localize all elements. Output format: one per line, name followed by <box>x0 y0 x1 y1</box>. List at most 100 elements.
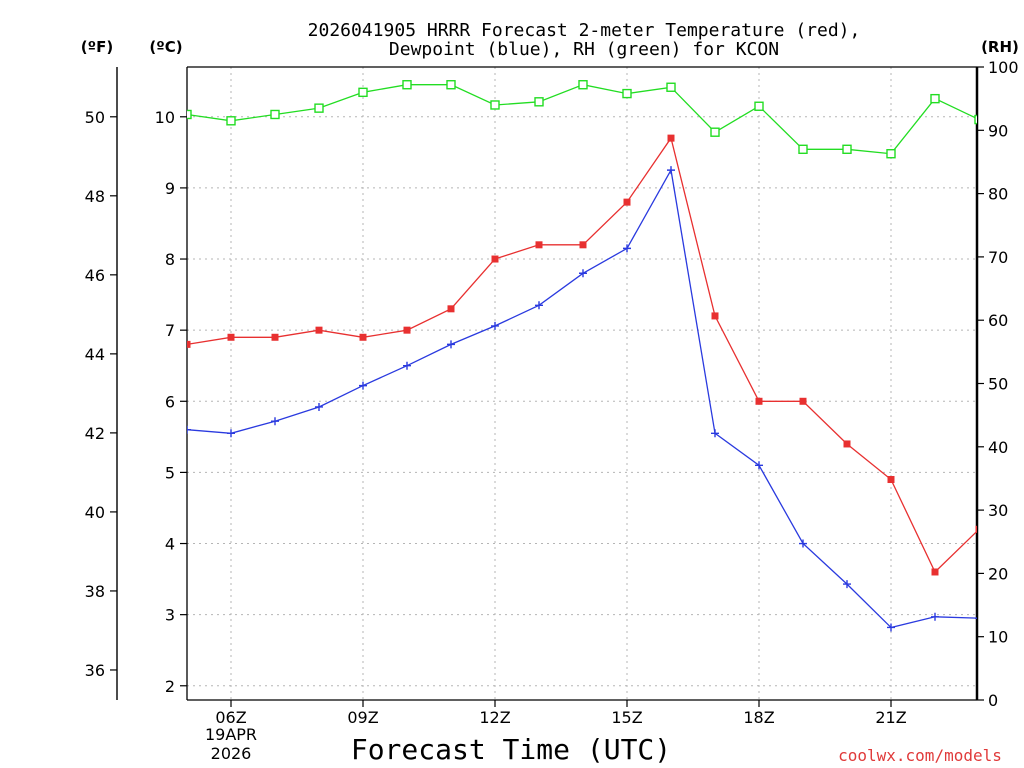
dewpoint-line <box>187 168 977 629</box>
temperature-point <box>447 305 455 313</box>
celsius-tick-label: 6 <box>165 392 175 411</box>
gridlines <box>187 67 977 700</box>
dewpoint-point <box>403 361 411 370</box>
fahrenheit-tick-label: 40 <box>85 503 105 522</box>
rh-point <box>314 103 324 113</box>
dewpoint-point <box>623 244 631 253</box>
rh-point <box>886 149 896 159</box>
rh-point <box>490 100 500 110</box>
rh-point <box>666 82 676 92</box>
date-label-month: 19APR <box>205 725 257 744</box>
rh-tick-label: 40 <box>988 438 1008 457</box>
dewpoint-point <box>359 381 367 390</box>
fahrenheit-tick-label: 38 <box>85 582 105 601</box>
dewpoint-point <box>931 612 939 621</box>
dewpoint-point <box>887 623 895 632</box>
series-rh <box>187 80 977 159</box>
temperature-point <box>623 198 631 206</box>
rh-tick-label: 20 <box>988 564 1008 583</box>
temperature-point <box>843 440 851 448</box>
fahrenheit-tick-label: 36 <box>85 661 105 680</box>
chart-title-line-2: Dewpoint (blue), RH (green) for KCON <box>389 39 779 60</box>
x-tick-label: 12Z <box>479 708 510 727</box>
rh-point <box>798 144 808 154</box>
rh-point <box>578 80 588 90</box>
celsius-tick-label: 2 <box>165 677 175 696</box>
rh-tick-label: 0 <box>988 691 998 710</box>
temperature-point <box>711 312 719 320</box>
date-label-year: 2026 <box>211 744 252 763</box>
temperature-point <box>271 333 279 341</box>
temperature-point <box>975 525 977 533</box>
rh-tick-label: 10 <box>988 628 1008 647</box>
dewpoint-point <box>843 580 851 589</box>
dewpoint-point <box>799 539 807 548</box>
temperature-point <box>227 333 235 341</box>
rh-point <box>402 80 412 90</box>
temperature-point <box>887 476 895 484</box>
rh-tick-label: 70 <box>988 248 1008 267</box>
series-dewpoint <box>187 166 977 632</box>
temperature-point <box>535 241 543 249</box>
temperature-point <box>359 333 367 341</box>
chart-title-line-1: 2026041905 HRRR Forecast 2-meter Tempera… <box>308 20 861 41</box>
fahrenheit-tick-label: 44 <box>85 345 105 364</box>
temperature-point <box>799 397 807 405</box>
temperature-point <box>755 397 763 405</box>
fahrenheit-tick-label: 42 <box>85 424 105 443</box>
x-tick-label: 21Z <box>875 708 906 727</box>
rh-point <box>930 93 940 104</box>
dewpoint-point <box>271 417 279 426</box>
celsius-tick-label: 4 <box>165 535 175 554</box>
rh-point <box>710 127 720 137</box>
rh-tick-label: 60 <box>988 311 1008 330</box>
temperature-point <box>315 326 323 334</box>
fahrenheit-tick-label: 50 <box>85 108 105 127</box>
celsius-axis-unit: (ºC) <box>149 38 182 56</box>
fahrenheit-tick-label: 46 <box>85 266 105 285</box>
dewpoint-point <box>187 425 191 434</box>
temperature-point <box>667 134 675 142</box>
fahrenheit-tick-label: 48 <box>85 187 105 206</box>
temperature-line <box>187 136 977 574</box>
temperature-point <box>187 340 191 348</box>
celsius-tick-label: 8 <box>165 250 175 269</box>
rh-tick-label: 100 <box>988 58 1019 77</box>
axes: 06Z 09Z 12Z 15Z 18Z 21Z 2 3 4 5 6 7 8 9 10 36 38 40 42 44 46… <box>85 58 1019 727</box>
series-layer <box>187 80 977 632</box>
dewpoint-point <box>227 429 235 438</box>
rh-point <box>842 144 852 154</box>
x-tick-label: 09Z <box>347 708 378 727</box>
celsius-tick-label: 10 <box>155 108 175 127</box>
dewpoint-point <box>755 461 763 470</box>
x-tick-label: 18Z <box>743 708 774 727</box>
temperature-point <box>403 326 411 334</box>
x-axis-title: Forecast Time (UTC) <box>351 733 671 766</box>
dewpoint-point <box>491 321 499 330</box>
dewpoint-point <box>711 429 719 438</box>
rh-point <box>226 116 236 126</box>
series-temperature <box>187 134 977 576</box>
rh-tick-label: 30 <box>988 501 1008 520</box>
rh-tick-label: 80 <box>988 185 1008 204</box>
temperature-point <box>579 241 587 249</box>
rh-point <box>358 87 368 98</box>
dewpoint-point <box>975 617 977 619</box>
rh-line <box>187 84 977 155</box>
dewpoint-point <box>447 340 455 349</box>
dewpoint-point <box>315 402 323 411</box>
celsius-tick-label: 9 <box>165 179 175 198</box>
celsius-tick-label: 7 <box>165 321 175 340</box>
dewpoint-point <box>579 269 587 278</box>
rh-point <box>270 109 280 120</box>
rh-point <box>754 101 764 111</box>
rh-point <box>446 80 456 90</box>
dewpoint-point <box>667 166 675 175</box>
rh-tick-label: 90 <box>988 121 1008 140</box>
dewpoint-point <box>535 301 543 310</box>
watermark: coolwx.com/models <box>838 746 1002 765</box>
temperature-point <box>931 568 939 576</box>
temperature-point <box>491 255 499 263</box>
celsius-tick-label: 3 <box>165 606 175 625</box>
